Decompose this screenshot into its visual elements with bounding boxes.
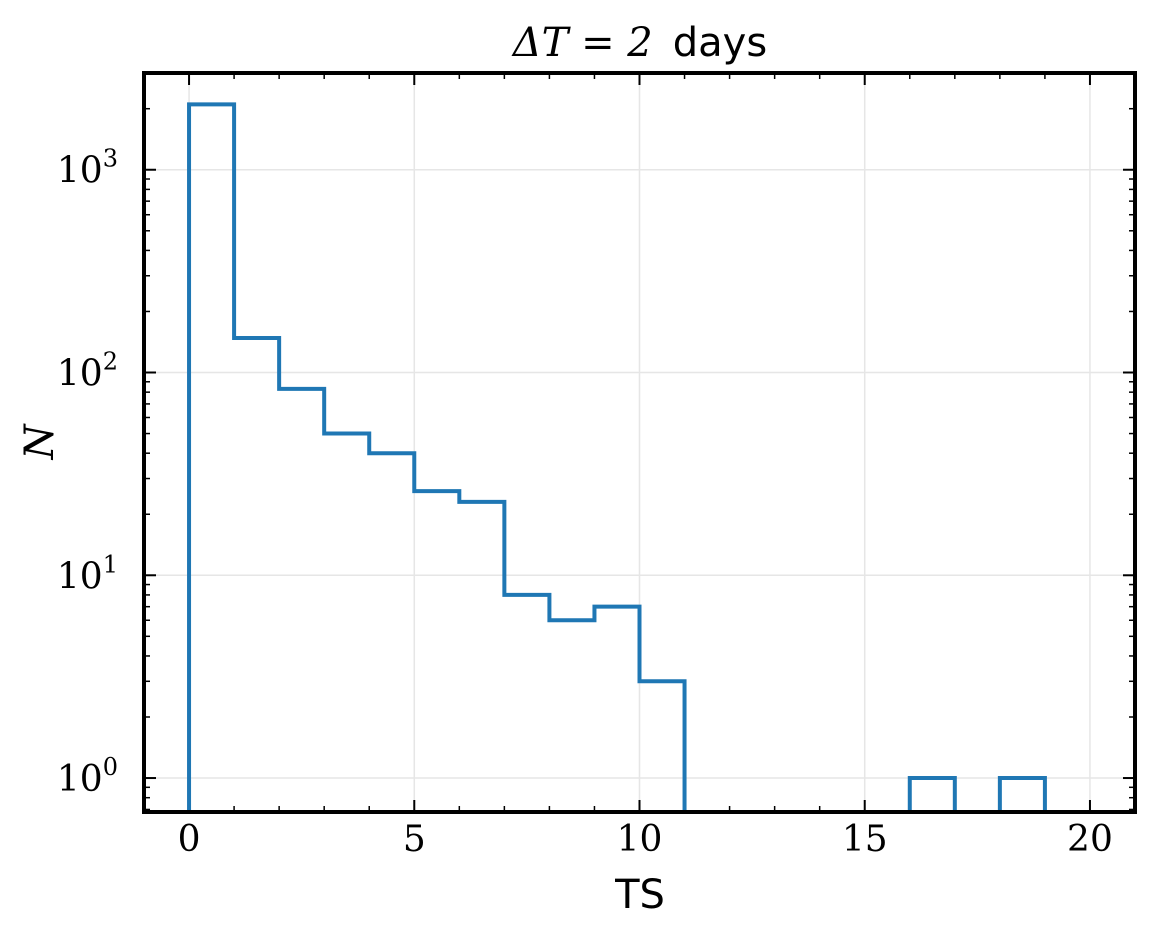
x-tick-label: 10 <box>617 819 663 860</box>
chart-title: ΔT = 2 days <box>511 20 767 66</box>
axes-frame <box>142 71 1137 814</box>
tick-labels: 0 5 10 15 20 100 101 102 103 <box>57 145 1113 860</box>
chart-title-text: days <box>673 20 767 66</box>
x-tick-label: 15 <box>842 819 888 860</box>
y-tick-label: 102 <box>57 348 118 395</box>
y-tick-label: 100 <box>57 753 118 800</box>
grid-lines <box>144 73 1135 812</box>
x-tick-label: 20 <box>1067 819 1113 860</box>
x-tick-label: 5 <box>403 819 426 860</box>
histogram-series <box>187 102 1047 812</box>
y-tick-label: 103 <box>57 145 118 192</box>
x-tick-label: 0 <box>178 819 201 860</box>
y-tick-label: 101 <box>57 550 118 597</box>
y-axis-label: N <box>17 423 63 461</box>
x-axis-label: TS <box>614 872 665 918</box>
chart-title-math: ΔT = 2 <box>511 20 653 66</box>
